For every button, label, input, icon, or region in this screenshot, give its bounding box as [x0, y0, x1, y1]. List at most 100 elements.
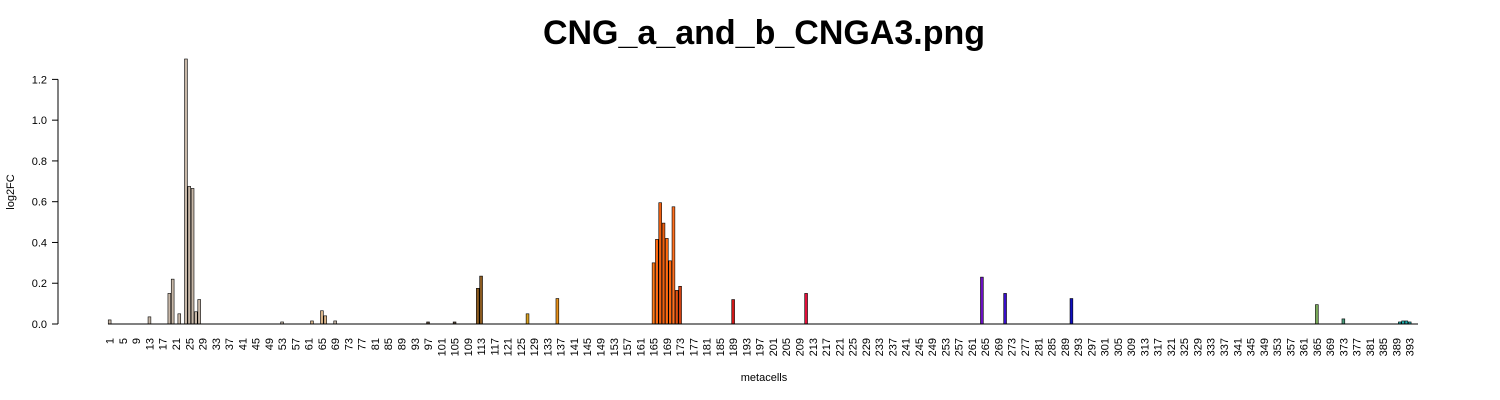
x-tick-label: 249	[927, 338, 939, 356]
x-tick-label: 213	[808, 338, 820, 356]
x-tick-label: 13	[144, 338, 156, 350]
x-tick-label: 165	[649, 338, 661, 356]
x-tick-label: 193	[741, 338, 753, 356]
x-tick-label: 229	[861, 338, 873, 356]
bar-metacell-19	[167, 293, 172, 325]
x-tick-label: 9	[131, 338, 143, 344]
x-tick-label: 341	[1232, 338, 1244, 356]
y-tick-label: 0.2	[32, 278, 47, 290]
x-tick-label: 385	[1378, 338, 1390, 356]
bar-metacell-291	[1069, 298, 1074, 325]
bar-metacell-66	[323, 315, 327, 325]
x-tick-label: 241	[901, 338, 913, 356]
x-tick-label: 253	[940, 338, 952, 356]
x-tick-label: 73	[343, 338, 355, 350]
x-tick-label: 29	[198, 338, 210, 350]
x-tick-label: 313	[1139, 338, 1151, 356]
x-tick-label: 161	[635, 338, 647, 356]
x-tick-label: 197	[755, 338, 767, 356]
bar-metacell-167	[658, 202, 662, 325]
x-tick-label: 77	[357, 338, 369, 350]
x-tick-label: 309	[1126, 338, 1138, 356]
bar-metacell-22	[177, 313, 182, 325]
bar-metacell-373	[1341, 318, 1346, 325]
x-tick-label: 233	[874, 338, 886, 356]
bar-metacell-20	[170, 278, 175, 325]
x-tick-label: 357	[1285, 338, 1297, 356]
bar-metacell-136	[555, 298, 560, 325]
x-tick-label: 393	[1405, 338, 1417, 356]
bar-metacell-171	[671, 206, 676, 325]
x-tick-label: 293	[1073, 338, 1085, 356]
bar-metacell-189	[731, 299, 735, 325]
x-tick-label: 281	[1033, 338, 1045, 356]
x-tick-label: 153	[609, 338, 621, 356]
x-tick-label: 269	[993, 338, 1005, 356]
x-tick-label: 157	[622, 338, 634, 356]
x-tick-label: 265	[980, 338, 992, 356]
x-tick-label: 41	[237, 338, 249, 350]
bar-metacell-65	[320, 310, 324, 325]
bar-metacell-168	[661, 222, 666, 325]
y-axis-label: log2FC	[5, 174, 17, 210]
x-tick-label: 209	[794, 338, 806, 356]
y-tick-label: 0.0	[32, 319, 47, 331]
x-tick-label: 181	[702, 338, 714, 356]
bar-metacell-27	[194, 311, 198, 325]
x-tick-label: 353	[1272, 338, 1284, 356]
y-tick-label: 0.6	[32, 197, 47, 209]
bar-metacell-28	[197, 299, 201, 325]
x-tick-label: 289	[1060, 338, 1072, 356]
x-tick-label: 317	[1153, 338, 1165, 356]
x-tick-label: 169	[662, 338, 674, 356]
bar-metacell-1	[107, 319, 112, 325]
x-tick-label: 1	[105, 338, 117, 344]
x-tick-label: 189	[728, 338, 740, 356]
x-tick-label: 329	[1192, 338, 1204, 356]
x-tick-label: 141	[569, 338, 581, 356]
x-tick-label: 277	[1020, 338, 1032, 356]
x-tick-label: 61	[304, 338, 316, 350]
x-tick-label: 261	[967, 338, 979, 356]
x-tick-label: 217	[821, 338, 833, 356]
x-tick-label: 389	[1391, 338, 1403, 356]
bar-metacell-365	[1315, 304, 1319, 325]
x-axis: 1 5 9 13 17 21 25 29 33 37 41 45 49 53 57 61 65 69 73 77 81 8…	[105, 323, 1418, 356]
x-tick-label: 93	[410, 338, 422, 350]
x-tick-label: 5	[118, 338, 130, 344]
x-tick-label: 89	[397, 338, 409, 350]
x-tick-label: 373	[1338, 338, 1350, 356]
x-tick-label: 125	[516, 338, 528, 356]
bar-metacell-26	[190, 188, 195, 325]
x-tick-label: 325	[1179, 338, 1191, 356]
x-tick-label: 97	[423, 338, 435, 350]
y-tick-label: 0.8	[32, 156, 47, 168]
x-tick-label: 129	[529, 338, 541, 356]
bar-metacell-166	[655, 239, 659, 325]
x-tick-label: 369	[1325, 338, 1337, 356]
x-tick-label: 333	[1206, 338, 1218, 356]
x-tick-label: 17	[158, 338, 170, 350]
bar-metacell-211	[804, 293, 808, 325]
y-axis: 0.0 0.2 0.4 0.6 0.8 1.0 1.2	[32, 74, 59, 331]
x-tick-label: 185	[715, 338, 727, 356]
x-tick-label: 205	[781, 338, 793, 356]
x-tick-label: 49	[264, 338, 276, 350]
x-tick-label: 85	[383, 338, 395, 350]
x-tick-label: 345	[1246, 338, 1258, 356]
x-tick-label: 301	[1100, 338, 1112, 356]
x-tick-label: 21	[171, 338, 183, 350]
x-tick-label: 117	[489, 338, 501, 356]
x-tick-label: 65	[317, 338, 329, 350]
x-tick-label: 297	[1086, 338, 1098, 356]
x-tick-label: 337	[1219, 338, 1231, 356]
bar-metacell-264	[980, 276, 984, 325]
x-tick-label: 53	[277, 338, 289, 350]
bar-metacell-172	[675, 290, 679, 325]
x-tick-label: 121	[503, 338, 515, 356]
x-tick-label: 221	[834, 338, 846, 356]
bar-metacell-25	[187, 186, 191, 325]
x-tick-label: 109	[463, 338, 475, 356]
bar-metacell-13	[147, 316, 152, 325]
x-axis-label: metacells	[741, 372, 788, 384]
